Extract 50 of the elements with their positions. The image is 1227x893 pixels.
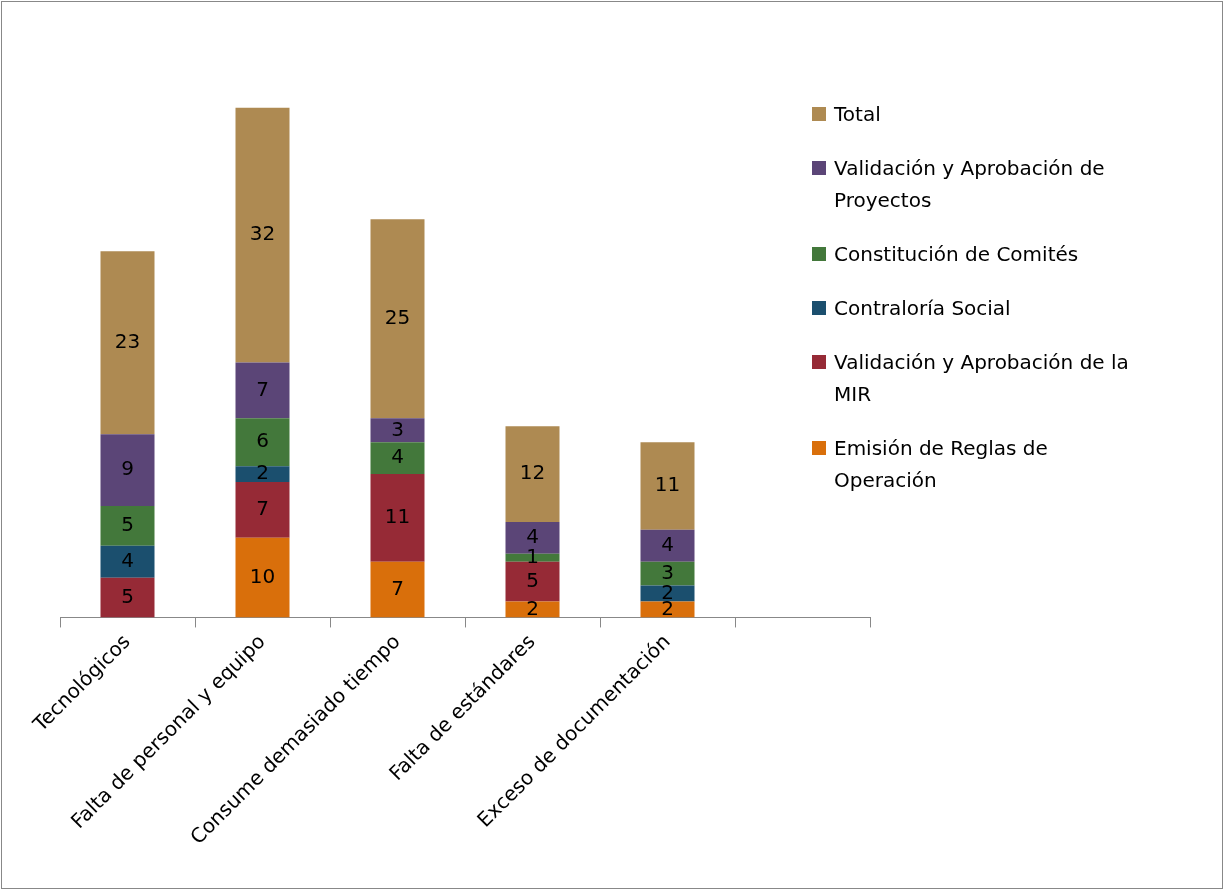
data-label: 5	[526, 567, 539, 592]
bar	[640, 442, 695, 530]
data-label: 7	[391, 575, 404, 600]
data-label: 3	[661, 559, 674, 584]
bar	[370, 219, 425, 419]
data-label: 32	[249, 221, 276, 246]
legend-label: Constitución de Comités	[834, 241, 1079, 268]
data-label: 4	[661, 531, 674, 556]
bar	[235, 537, 290, 618]
data-label: 4	[391, 444, 404, 469]
bar	[235, 362, 290, 419]
data-label: 2	[526, 595, 539, 620]
legend-label: Total	[834, 101, 881, 128]
bar	[505, 561, 560, 602]
bar	[640, 529, 695, 562]
data-label: 7	[256, 496, 269, 521]
data-label: 25	[384, 305, 411, 330]
legend-label: Validación y Aprobación de Proyectos	[834, 155, 1106, 214]
bar	[100, 505, 155, 546]
data-label: 3	[391, 416, 404, 441]
data-label: 5	[121, 583, 134, 608]
bar	[235, 466, 290, 483]
bar	[370, 561, 425, 618]
bar	[235, 482, 290, 538]
data-label: 4	[526, 524, 539, 549]
data-label: 2	[256, 460, 269, 485]
data-label: 6	[256, 428, 269, 453]
data-label: 10	[249, 563, 276, 588]
bar	[235, 107, 290, 363]
bar	[505, 426, 560, 522]
data-label: 23	[114, 328, 141, 353]
data-label: 4	[121, 547, 134, 572]
legend-label: Contraloría Social	[834, 295, 1011, 322]
legend-label: Emisión de Reglas de Operación	[834, 435, 1049, 494]
bar	[100, 251, 155, 435]
data-label: 9	[121, 456, 134, 481]
data-label: 7	[256, 376, 269, 401]
bar	[235, 418, 290, 467]
bar	[640, 561, 695, 586]
data-label: 11	[384, 504, 411, 529]
bar	[370, 474, 425, 562]
data-label: 11	[654, 472, 681, 497]
legend-label: Validación y Aprobación de la MIR	[834, 349, 1130, 408]
bar	[370, 442, 425, 475]
data-label: 5	[121, 512, 134, 537]
bar	[100, 577, 155, 618]
bar	[100, 545, 155, 578]
bar	[100, 434, 155, 506]
bar	[370, 418, 425, 443]
data-label: 12	[519, 460, 546, 485]
